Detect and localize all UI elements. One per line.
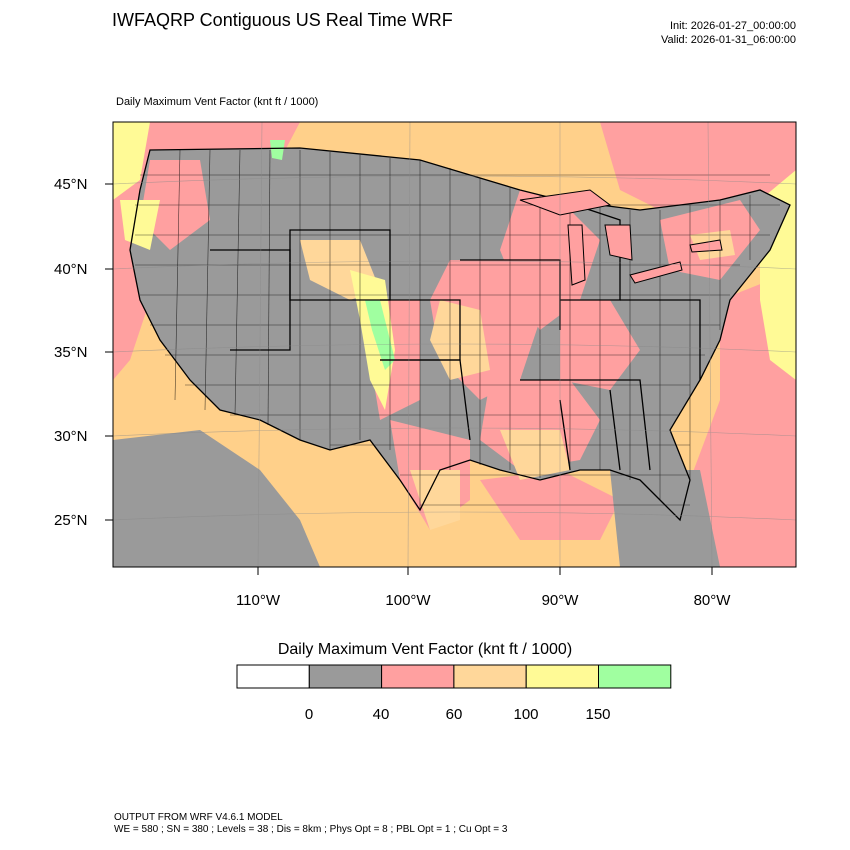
colorbar-tick-40: 40 bbox=[373, 706, 390, 723]
lake-ontario bbox=[689, 239, 723, 253]
colorbar-tick-0: 0 bbox=[305, 706, 313, 723]
lon-label-90: 90°W bbox=[542, 592, 580, 609]
lat-label-30: 30°N bbox=[54, 428, 88, 445]
footer-config-line: WE = 580 ; SN = 380 ; Levels = 38 ; Dis … bbox=[114, 824, 508, 835]
colorbar-swatch-4 bbox=[525, 664, 600, 689]
lake-michigan bbox=[567, 224, 586, 286]
lat-label-45: 45°N bbox=[54, 176, 88, 193]
lat-label-25: 25°N bbox=[54, 512, 88, 529]
map-plot-area bbox=[113, 122, 796, 567]
colorbar bbox=[236, 664, 672, 689]
great-lakes bbox=[519, 189, 723, 286]
lat-label-40: 40°N bbox=[54, 261, 88, 278]
map-frame bbox=[112, 121, 797, 568]
colorbar-tick-150: 150 bbox=[585, 706, 610, 723]
lon-label-100: 100°W bbox=[385, 592, 431, 609]
texas-orange-patch bbox=[410, 470, 460, 530]
valid-time: Valid: 2026-01-31_06:00:00 bbox=[661, 34, 796, 46]
map-title: IWFAQRP Contiguous US Real Time WRF bbox=[112, 10, 453, 30]
front-range-yellow-patch bbox=[350, 270, 395, 410]
colorbar-swatch-0 bbox=[236, 664, 310, 689]
louisiana-orange-patch bbox=[500, 430, 570, 480]
lake-huron bbox=[604, 224, 633, 261]
init-time: Init: 2026-01-27_00:00:00 bbox=[670, 20, 796, 32]
oregon-yellow-patch bbox=[120, 200, 160, 250]
footer-model-line: OUTPUT FROM WRF V4.6.1 MODEL bbox=[114, 812, 283, 823]
colorbar-swatch-3 bbox=[453, 664, 527, 689]
colorbar-swatch-5 bbox=[598, 664, 672, 689]
county-boundaries bbox=[135, 149, 780, 510]
colorbar-swatch-1 bbox=[308, 664, 383, 689]
colorbar-title: Daily Maximum Vent Factor (knt ft / 1000… bbox=[277, 641, 573, 658]
lat-label-35: 35°N bbox=[54, 344, 88, 361]
front-range-green-patch bbox=[365, 300, 395, 370]
axis-ticks bbox=[105, 183, 713, 575]
lake-erie bbox=[629, 261, 683, 284]
field-subtitle: Daily Maximum Vent Factor (knt ft / 1000… bbox=[116, 96, 319, 108]
pacific-yellow-region bbox=[113, 122, 150, 200]
graticule bbox=[113, 122, 796, 567]
lon-label-110: 110°W bbox=[236, 592, 281, 609]
state-boundaries bbox=[129, 147, 791, 522]
colorbar-tick-100: 100 bbox=[513, 706, 538, 723]
colorbar-tick-60: 60 bbox=[446, 706, 463, 723]
lon-label-80: 80°W bbox=[694, 592, 732, 609]
colorbar-swatch-2 bbox=[381, 664, 455, 689]
mexico-gray-region bbox=[113, 430, 320, 567]
north-green-patch bbox=[270, 140, 285, 160]
lake-superior bbox=[519, 189, 612, 216]
caribbean-gray-region bbox=[610, 470, 720, 567]
